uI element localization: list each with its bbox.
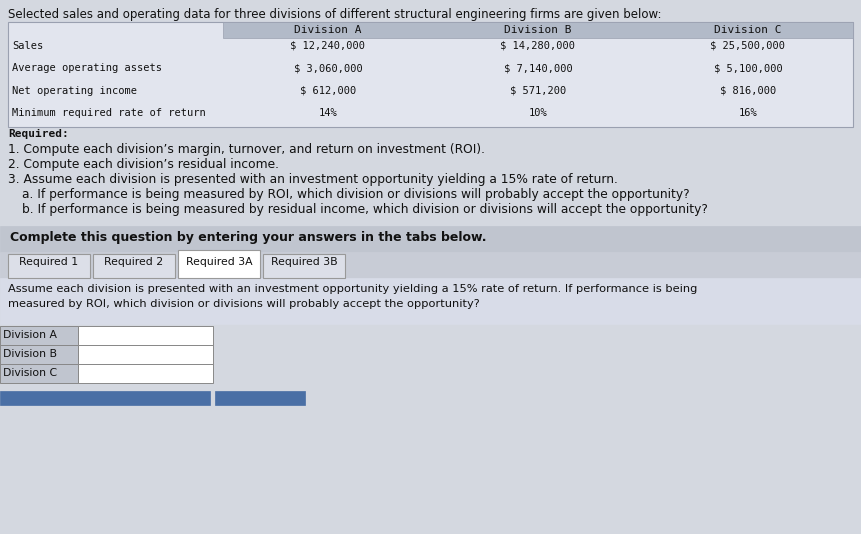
Bar <box>78 345 213 364</box>
Text: measured by ROI, which division or divisions will probably accept the opportunit: measured by ROI, which division or divis… <box>8 299 480 309</box>
Text: 2. Compute each division’s residual income.: 2. Compute each division’s residual inco… <box>8 158 279 171</box>
Text: Complete this question by entering your answers in the tabs below.: Complete this question by entering your … <box>10 231 486 244</box>
Text: 10%: 10% <box>529 108 548 118</box>
Bar <box>0 364 78 383</box>
Text: Net operating income: Net operating income <box>12 85 137 96</box>
Text: Division A: Division A <box>294 25 362 35</box>
Text: Assume each division is presented with an investment opportunity yielding a 15% : Assume each division is presented with a… <box>8 284 697 294</box>
Bar <box>78 364 213 383</box>
Text: Division A: Division A <box>3 330 57 340</box>
Text: 16%: 16% <box>739 108 758 118</box>
Text: $ 14,280,000: $ 14,280,000 <box>500 41 575 51</box>
Bar <box>0 345 78 364</box>
Text: $ 612,000: $ 612,000 <box>300 85 356 96</box>
Text: Required 3A: Required 3A <box>186 257 252 267</box>
Text: $ 25,500,000: $ 25,500,000 <box>710 41 785 51</box>
Text: Division B: Division B <box>505 25 572 35</box>
Bar <box>223 22 853 38</box>
Text: $ 3,060,000: $ 3,060,000 <box>294 63 362 73</box>
Text: Sales: Sales <box>12 41 43 51</box>
Bar <box>0 252 861 278</box>
Bar <box>78 326 213 345</box>
Text: Average operating assets: Average operating assets <box>12 63 162 73</box>
Text: Required 1: Required 1 <box>20 257 78 267</box>
Bar <box>0 226 861 252</box>
Bar <box>215 391 305 405</box>
Text: Minimum required rate of return: Minimum required rate of return <box>12 108 206 118</box>
Bar <box>0 391 210 405</box>
Text: Required:: Required: <box>8 129 69 139</box>
Text: $ 12,240,000: $ 12,240,000 <box>290 41 366 51</box>
Text: Division B: Division B <box>3 349 57 359</box>
Text: $ 5,100,000: $ 5,100,000 <box>714 63 783 73</box>
Bar <box>8 254 90 278</box>
Text: b. If performance is being measured by residual income, which division or divisi: b. If performance is being measured by r… <box>22 203 708 216</box>
Text: $ 571,200: $ 571,200 <box>510 85 567 96</box>
Text: Required 3B: Required 3B <box>270 257 338 267</box>
Text: Required 2: Required 2 <box>104 257 164 267</box>
Text: a. If performance is being measured by ROI, which division or divisions will pro: a. If performance is being measured by R… <box>22 188 690 201</box>
Text: $ 7,140,000: $ 7,140,000 <box>504 63 573 73</box>
Text: 14%: 14% <box>319 108 338 118</box>
Text: 1. Compute each division’s margin, turnover, and return on investment (ROI).: 1. Compute each division’s margin, turno… <box>8 143 485 156</box>
Bar <box>263 254 345 278</box>
Text: 3. Assume each division is presented with an investment opportunity yielding a 1: 3. Assume each division is presented wit… <box>8 173 618 186</box>
Bar <box>178 250 260 278</box>
Bar <box>93 254 175 278</box>
Bar <box>0 278 861 324</box>
Bar <box>8 22 853 127</box>
Text: Division C: Division C <box>715 25 782 35</box>
Text: Selected sales and operating data for three divisions of different structural en: Selected sales and operating data for th… <box>8 8 661 21</box>
Bar <box>0 326 78 345</box>
Text: Division C: Division C <box>3 368 57 378</box>
Text: $ 816,000: $ 816,000 <box>720 85 776 96</box>
